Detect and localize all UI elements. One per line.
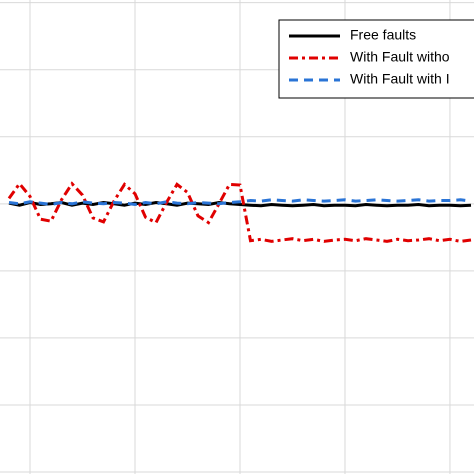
- legend-label: With Fault with I: [350, 71, 450, 87]
- series-line: [8, 198, 472, 207]
- series-line: [7, 181, 472, 243]
- legend-label: Free faults: [350, 27, 416, 43]
- legend: Free faults With Fault witho With Fault wi…: [278, 19, 474, 99]
- plot-lines: [7, 181, 472, 243]
- legend-label: With Fault witho: [350, 49, 450, 65]
